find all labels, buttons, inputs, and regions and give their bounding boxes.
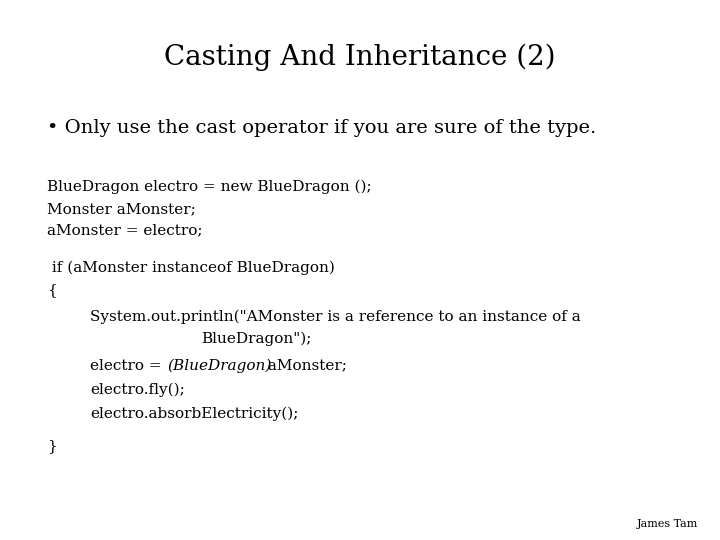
Text: electro =: electro =: [90, 359, 166, 373]
Text: BlueDragon");: BlueDragon");: [202, 331, 312, 346]
Text: aMonster = electro;: aMonster = electro;: [47, 224, 202, 238]
Text: }: }: [47, 440, 57, 454]
Text: Casting And Inheritance (2): Casting And Inheritance (2): [164, 43, 556, 71]
Text: System.out.println("AMonster is a reference to an instance of a: System.out.println("AMonster is a refere…: [90, 309, 581, 324]
Text: if (aMonster instanceof BlueDragon): if (aMonster instanceof BlueDragon): [47, 261, 335, 275]
Text: BlueDragon electro = new BlueDragon ();: BlueDragon electro = new BlueDragon ();: [47, 180, 372, 194]
Text: aMonster;: aMonster;: [263, 359, 346, 373]
Text: James Tam: James Tam: [637, 519, 698, 529]
Text: electro.absorbElectricity();: electro.absorbElectricity();: [90, 407, 298, 421]
Text: (BlueDragon): (BlueDragon): [167, 358, 271, 373]
Text: {: {: [47, 283, 57, 297]
Text: Monster aMonster;: Monster aMonster;: [47, 202, 196, 216]
Text: • Only use the cast operator if you are sure of the type.: • Only use the cast operator if you are …: [47, 119, 596, 137]
Text: electro.fly();: electro.fly();: [90, 382, 185, 397]
